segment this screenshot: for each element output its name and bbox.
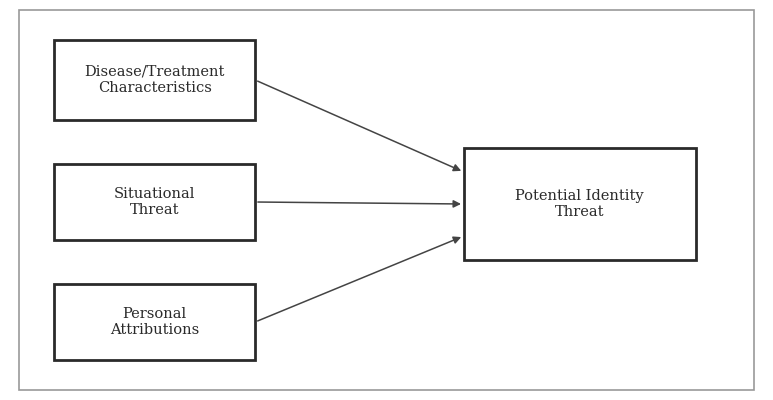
Bar <box>54 164 255 240</box>
Bar <box>464 148 696 260</box>
Text: Personal
Attributions: Personal Attributions <box>110 307 199 337</box>
Bar <box>54 284 255 360</box>
Text: Situational
Threat: Situational Threat <box>114 187 196 217</box>
Text: Disease/Treatment
Characteristics: Disease/Treatment Characteristics <box>84 65 225 95</box>
Bar <box>54 40 255 120</box>
Text: Potential Identity
Threat: Potential Identity Threat <box>516 189 644 219</box>
